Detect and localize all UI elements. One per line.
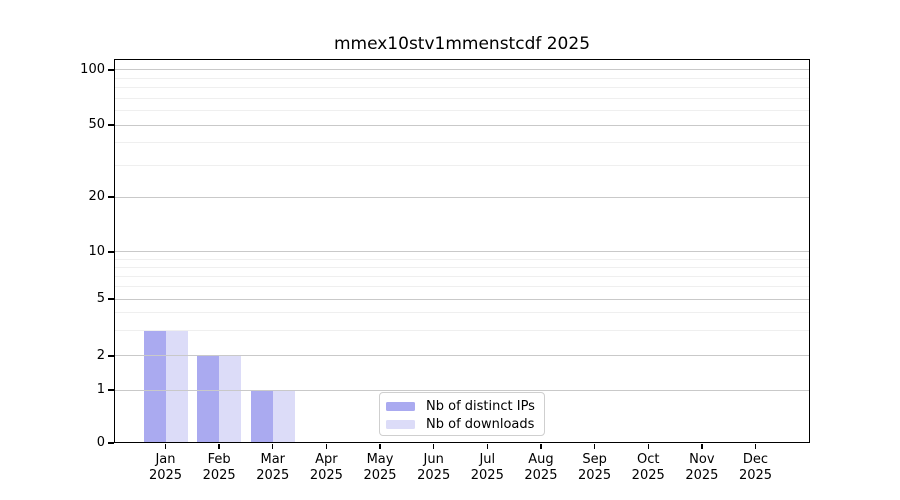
x-tick-label-year: 2025: [524, 467, 558, 483]
y-tick-mark: [108, 298, 114, 300]
minor-gridline: [114, 286, 810, 288]
x-tick-label-month: Jul: [479, 452, 496, 467]
x-tick-mark: [701, 444, 703, 449]
x-tick-label-year: 2025: [417, 467, 451, 483]
minor-gridline: [114, 164, 810, 166]
x-tick-label: Dec 2025: [723, 452, 787, 483]
x-tick-label-year: 2025: [578, 467, 612, 483]
legend-label: Nb of distinct IPs: [426, 398, 535, 414]
x-tick-label-month: Jun: [423, 452, 444, 467]
x-tick-label-year: 2025: [631, 467, 665, 483]
x-tick-label: Jul 2025: [455, 452, 519, 483]
y-tick-label: 2: [96, 347, 105, 363]
y-tick-label: 0: [96, 435, 105, 450]
major-gridline: [114, 124, 810, 126]
x-tick-mark: [218, 444, 220, 449]
x-tick-mark: [433, 444, 435, 449]
x-tick-label-year: 2025: [363, 467, 397, 483]
y-tick-label: 10: [88, 243, 105, 259]
x-tick-label: Sep 2025: [563, 452, 627, 483]
major-gridline: [114, 389, 810, 391]
bar-nb-of-downloads: [272, 390, 295, 443]
y-tick-mark: [108, 251, 114, 253]
minor-gridline: [114, 97, 810, 99]
y-tick-label: 5: [96, 291, 105, 306]
major-gridline: [114, 355, 810, 357]
x-tick-mark: [272, 444, 274, 449]
minor-gridline: [114, 312, 810, 314]
legend-label: Nb of downloads: [426, 416, 535, 432]
x-tick-label-year: 2025: [256, 467, 290, 483]
y-tick-label: 1: [96, 382, 105, 397]
minor-gridline: [114, 258, 810, 260]
x-tick-label: Apr 2025: [294, 452, 358, 483]
x-tick-label-month: Sep: [582, 452, 607, 467]
x-tick-label-month: Feb: [207, 452, 231, 467]
major-gridline: [114, 196, 810, 198]
x-tick-label-month: Oct: [636, 452, 660, 467]
y-tick-mark: [108, 196, 114, 198]
chart-title: mmex10stv1mmenstcdf 2025: [333, 34, 591, 54]
legend-swatch: [386, 419, 415, 429]
y-tick-mark: [108, 69, 114, 71]
x-tick-label: Mar 2025: [241, 452, 305, 483]
y-tick-label: 100: [80, 61, 105, 77]
major-gridline: [114, 251, 810, 253]
x-tick-mark: [647, 444, 649, 449]
x-tick-mark: [164, 444, 167, 449]
x-tick-label: Nov 2025: [670, 452, 734, 483]
minor-gridline: [114, 87, 810, 89]
y-tick-label: 50: [88, 117, 105, 132]
bar-nb-of-downloads: [219, 356, 242, 443]
x-tick-label-year: 2025: [470, 467, 504, 483]
x-tick-label: May 2025: [348, 452, 412, 483]
legend: Nb of distinct IPs Nb of downloads: [379, 392, 545, 436]
minor-gridline: [114, 266, 810, 268]
x-tick-mark: [325, 444, 328, 449]
x-tick-mark: [754, 444, 757, 449]
bar-nb-of-distinct-ips: [250, 390, 273, 443]
x-tick-label: Jun 2025: [402, 452, 466, 483]
x-tick-mark: [379, 444, 381, 449]
x-tick-label: Aug 2025: [509, 452, 573, 483]
minor-gridline: [114, 77, 810, 79]
legend-row: Nb of downloads: [386, 415, 538, 433]
y-tick-mark: [108, 124, 114, 126]
x-tick-label: Jan 2025: [134, 452, 198, 483]
x-tick-label: Feb 2025: [187, 452, 251, 483]
x-tick-mark: [540, 444, 542, 449]
x-tick-label-month: Dec: [742, 452, 769, 467]
bar-nb-of-downloads: [165, 330, 188, 443]
bar-nb-of-distinct-ips: [143, 330, 166, 443]
x-tick-label-month: Aug: [528, 452, 554, 467]
minor-gridline: [114, 275, 810, 277]
x-tick-label-year: 2025: [148, 467, 183, 483]
x-tick-label-month: Jan: [155, 452, 176, 467]
major-gridline: [114, 298, 810, 300]
x-tick-label-month: Nov: [689, 452, 715, 467]
minor-gridline: [114, 110, 810, 112]
x-tick-label: Oct 2025: [616, 452, 680, 483]
x-tick-label-year: 2025: [309, 467, 343, 483]
x-tick-mark: [486, 444, 488, 449]
y-tick-mark: [108, 355, 114, 357]
x-tick-label-year: 2025: [202, 467, 236, 483]
x-tick-mark: [593, 444, 596, 449]
x-tick-label-year: 2025: [738, 467, 773, 483]
plot-area: [114, 59, 810, 443]
x-tick-label-month: May: [366, 452, 394, 467]
x-tick-label-month: Apr: [315, 452, 338, 467]
x-tick-label-year: 2025: [685, 467, 719, 483]
major-gridline: [114, 69, 810, 71]
x-tick-label-month: Mar: [260, 452, 286, 467]
bar-nb-of-distinct-ips: [197, 356, 220, 443]
y-tick-mark: [108, 389, 114, 391]
y-tick-label: 20: [88, 189, 105, 204]
legend-row: Nb of distinct IPs: [386, 397, 538, 415]
minor-gridline: [114, 142, 810, 144]
minor-gridline: [114, 330, 810, 332]
y-tick-mark: [108, 442, 114, 444]
legend-swatch: [386, 401, 415, 411]
